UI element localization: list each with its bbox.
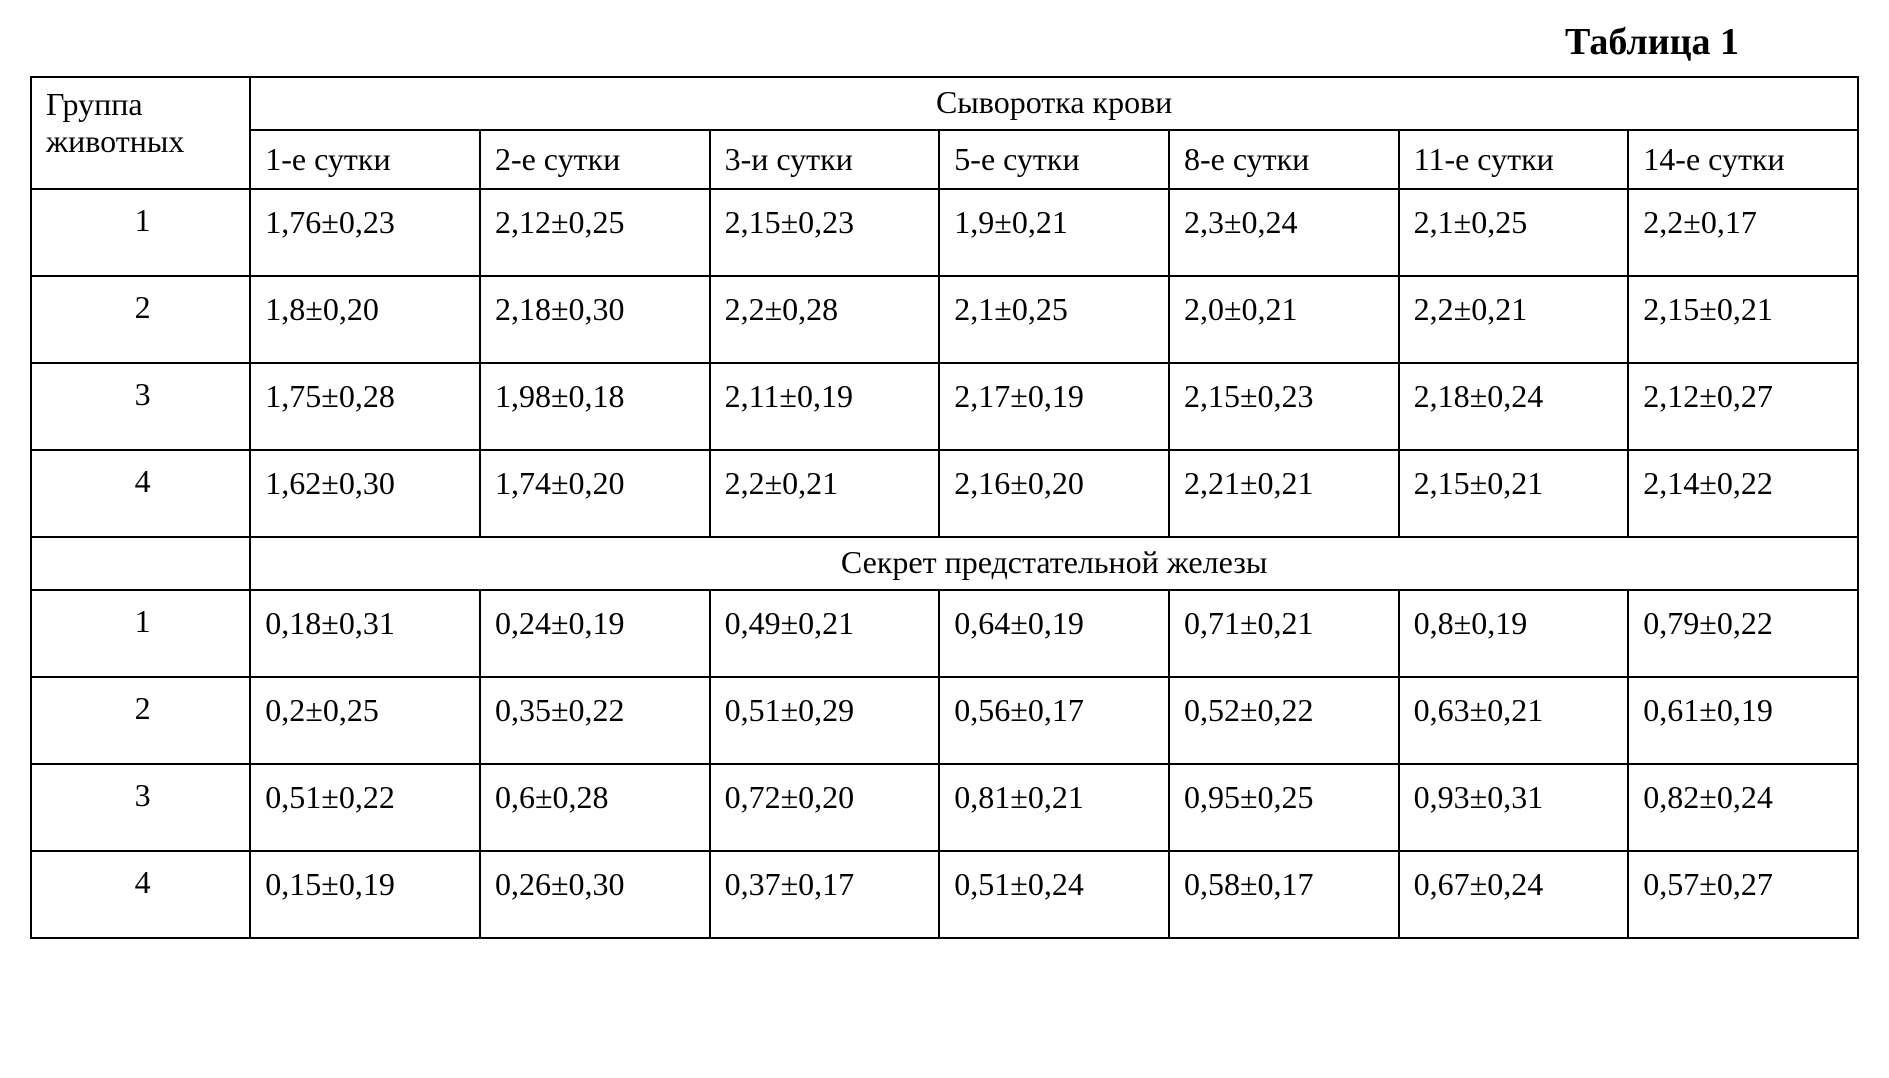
data-cell: 0,2±0,25 [250, 677, 480, 764]
data-cell: 0,79±0,22 [1628, 590, 1858, 677]
table-row: 20,2±0,250,35±0,220,51±0,290,56±0,170,52… [31, 677, 1858, 764]
data-cell: 0,26±0,30 [480, 851, 710, 938]
data-cell: 2,0±0,21 [1169, 276, 1399, 363]
data-cell: 2,17±0,19 [939, 363, 1169, 450]
data-cell: 2,15±0,23 [710, 189, 940, 276]
data-cell: 2,2±0,21 [1399, 276, 1629, 363]
group-cell: 2 [31, 276, 250, 363]
group-cell: 2 [31, 677, 250, 764]
column-header: 5-е сутки [939, 130, 1169, 189]
data-cell: 0,63±0,21 [1399, 677, 1629, 764]
table-row: 41,62±0,301,74±0,202,2±0,212,16±0,202,21… [31, 450, 1858, 537]
data-cell: 0,72±0,20 [710, 764, 940, 851]
table-row: 30,51±0,220,6±0,280,72±0,200,81±0,210,95… [31, 764, 1858, 851]
section-header-2: Секрет предстательной железы [250, 537, 1858, 590]
column-header: 8-е сутки [1169, 130, 1399, 189]
data-cell: 0,67±0,24 [1399, 851, 1629, 938]
column-header: 3-и сутки [710, 130, 940, 189]
data-cell: 0,15±0,19 [250, 851, 480, 938]
table-row: 21,8±0,202,18±0,302,2±0,282,1±0,252,0±0,… [31, 276, 1858, 363]
group-cell: 4 [31, 450, 250, 537]
data-cell: 2,1±0,25 [939, 276, 1169, 363]
data-cell: 2,3±0,24 [1169, 189, 1399, 276]
data-cell: 0,35±0,22 [480, 677, 710, 764]
data-cell: 0,51±0,29 [710, 677, 940, 764]
group-cell: 1 [31, 590, 250, 677]
data-cell: 2,18±0,30 [480, 276, 710, 363]
data-cell: 0,6±0,28 [480, 764, 710, 851]
data-cell: 0,51±0,22 [250, 764, 480, 851]
group-cell: 1 [31, 189, 250, 276]
data-cell: 0,37±0,17 [710, 851, 940, 938]
column-header: 11-е сутки [1399, 130, 1629, 189]
data-cell: 0,82±0,24 [1628, 764, 1858, 851]
table-title: Таблица 1 [30, 20, 1859, 64]
group-cell: 4 [31, 851, 250, 938]
data-table: Группа животныхСыворотка крови1-е сутки2… [30, 76, 1859, 939]
data-cell: 0,56±0,17 [939, 677, 1169, 764]
data-cell: 2,16±0,20 [939, 450, 1169, 537]
data-cell: 1,74±0,20 [480, 450, 710, 537]
data-cell: 2,12±0,25 [480, 189, 710, 276]
data-cell: 0,81±0,21 [939, 764, 1169, 851]
data-cell: 2,11±0,19 [710, 363, 940, 450]
data-cell: 2,12±0,27 [1628, 363, 1858, 450]
table-row: 40,15±0,190,26±0,300,37±0,170,51±0,240,5… [31, 851, 1858, 938]
data-cell: 1,9±0,21 [939, 189, 1169, 276]
data-cell: 2,2±0,28 [710, 276, 940, 363]
data-cell: 1,8±0,20 [250, 276, 480, 363]
data-cell: 0,49±0,21 [710, 590, 940, 677]
table-row: 31,75±0,281,98±0,182,11±0,192,17±0,192,1… [31, 363, 1858, 450]
group-cell: 3 [31, 764, 250, 851]
data-cell: 2,14±0,22 [1628, 450, 1858, 537]
empty-group-cell [31, 537, 250, 590]
group-header: Группа животных [31, 77, 250, 189]
data-cell: 0,58±0,17 [1169, 851, 1399, 938]
data-cell: 2,15±0,21 [1399, 450, 1629, 537]
data-cell: 0,24±0,19 [480, 590, 710, 677]
column-header: 1-е сутки [250, 130, 480, 189]
data-cell: 0,18±0,31 [250, 590, 480, 677]
data-cell: 0,57±0,27 [1628, 851, 1858, 938]
data-cell: 2,2±0,17 [1628, 189, 1858, 276]
column-header: 2-е сутки [480, 130, 710, 189]
data-cell: 1,62±0,30 [250, 450, 480, 537]
data-cell: 2,1±0,25 [1399, 189, 1629, 276]
data-cell: 1,98±0,18 [480, 363, 710, 450]
data-cell: 0,8±0,19 [1399, 590, 1629, 677]
data-cell: 0,95±0,25 [1169, 764, 1399, 851]
data-cell: 0,93±0,31 [1399, 764, 1629, 851]
data-cell: 0,52±0,22 [1169, 677, 1399, 764]
table-row: 11,76±0,232,12±0,252,15±0,231,9±0,212,3±… [31, 189, 1858, 276]
data-cell: 2,2±0,21 [710, 450, 940, 537]
data-cell: 1,75±0,28 [250, 363, 480, 450]
data-cell: 0,64±0,19 [939, 590, 1169, 677]
data-cell: 2,21±0,21 [1169, 450, 1399, 537]
data-cell: 2,15±0,21 [1628, 276, 1858, 363]
table-row: 10,18±0,310,24±0,190,49±0,210,64±0,190,7… [31, 590, 1858, 677]
data-cell: 0,61±0,19 [1628, 677, 1858, 764]
data-cell: 0,51±0,24 [939, 851, 1169, 938]
column-header: 14-е сутки [1628, 130, 1858, 189]
group-cell: 3 [31, 363, 250, 450]
section-header-1: Сыворотка крови [250, 77, 1858, 130]
data-cell: 1,76±0,23 [250, 189, 480, 276]
data-cell: 2,18±0,24 [1399, 363, 1629, 450]
data-cell: 2,15±0,23 [1169, 363, 1399, 450]
data-cell: 0,71±0,21 [1169, 590, 1399, 677]
